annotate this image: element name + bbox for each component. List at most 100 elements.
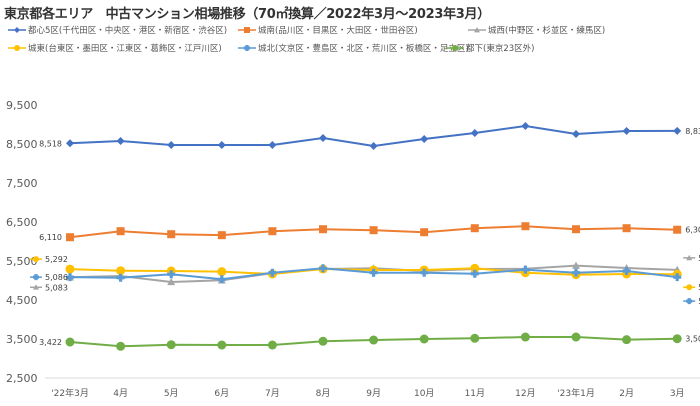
x-tick-label: '22年3月: [51, 387, 89, 399]
data-label-end: 5,161: [698, 283, 700, 292]
triangle-marker: [686, 254, 693, 261]
circle-marker: [369, 335, 379, 345]
plus-marker: [217, 275, 226, 284]
data-label-start: 6,110: [39, 233, 62, 242]
legend-swatch-icon: [238, 45, 256, 51]
data-label-end: 3,508: [685, 335, 700, 344]
legend-item: 都下(東京23区外): [446, 42, 534, 54]
plus-marker: [470, 269, 479, 278]
diamond-marker: [622, 127, 631, 136]
square-marker: [244, 27, 250, 33]
square-marker: [673, 225, 682, 234]
x-tick-label: 8月: [316, 388, 331, 399]
legend-label: 城西(中野区・杉並区・練馬区): [488, 26, 606, 36]
square-marker: [319, 225, 327, 234]
x-tick-label: 5月: [164, 388, 179, 399]
triangle-marker: [474, 27, 480, 33]
plus-marker: [244, 45, 250, 51]
diamond-marker: [572, 130, 580, 139]
circle-marker: [672, 334, 682, 344]
circle-marker: [571, 332, 581, 342]
plus-marker: [420, 268, 429, 277]
x-tick-label: 3月: [670, 388, 685, 399]
data-label-start: 5,086: [45, 273, 68, 282]
square-marker: [572, 225, 580, 234]
legend-label: 城南(品川区・目黒区・大田区・世田谷区): [258, 26, 418, 36]
circle-marker: [318, 336, 328, 346]
plus-marker: [622, 266, 631, 275]
circle-marker: [65, 337, 75, 347]
triangle-marker: [33, 284, 39, 290]
legend-item: 城西(中野区・杉並区・練馬区): [468, 24, 605, 36]
data-label-start: 8,518: [39, 139, 62, 148]
y-tick-label: 9,500: [6, 99, 38, 112]
legend-swatch-icon: [8, 45, 26, 51]
data-label-start: 5,083: [45, 283, 68, 292]
x-tick-label: 9月: [366, 388, 381, 399]
diamond-marker: [14, 27, 20, 33]
plus-marker: [686, 298, 693, 305]
legend-label: 都下(東京23区外): [466, 44, 535, 54]
triangle-marker: [572, 261, 580, 269]
x-tick-label: 10月: [414, 388, 434, 399]
y-tick-label: 8,500: [6, 138, 38, 151]
square-marker: [470, 224, 479, 233]
series-3: 5,292 5,161: [30, 255, 700, 292]
plus-marker: [369, 268, 378, 277]
legend-swatch-icon: [238, 27, 256, 33]
data-label-end: 5,087: [698, 297, 700, 306]
square-marker: [420, 228, 429, 237]
x-tick-label: 12月: [515, 388, 535, 399]
square-marker: [167, 230, 176, 239]
circle-marker: [33, 256, 39, 263]
legend-item: 城北(文京区・豊島区・北区・荒川区・板橋区・足立区): [238, 42, 469, 54]
circle-marker: [470, 263, 480, 273]
legend-item: 都心5区(千代田区・中央区・港区・新宿区・渋谷区): [8, 24, 227, 36]
y-tick-label: 3,500: [6, 333, 38, 346]
series-0: 8,518 8,836: [39, 121, 700, 150]
chart-title: 東京都各エリア 中古マンション相場推移（70㎡換算／2022年3月～2023年3…: [4, 7, 490, 22]
circle-marker: [267, 340, 277, 350]
diamond-marker: [167, 141, 176, 150]
plus-marker: [167, 270, 176, 279]
circle-marker: [520, 332, 530, 342]
series-5: 3,422 3,508: [39, 332, 700, 351]
plus-marker: [673, 273, 682, 282]
y-tick-label: 2,500: [6, 372, 38, 385]
x-tick-label: 6月: [214, 388, 229, 399]
circle-marker: [217, 340, 227, 350]
data-label-start: 5,292: [45, 255, 68, 264]
x-tick-label: 7月: [265, 388, 280, 399]
data-label-end: 8,836: [685, 127, 700, 136]
y-tick-label: 5,500: [6, 255, 38, 268]
circle-marker: [217, 267, 227, 277]
square-marker: [521, 222, 530, 231]
diamond-marker: [673, 126, 682, 135]
circle-marker: [116, 341, 126, 351]
diamond-marker: [470, 129, 479, 138]
data-label-start: 3,422: [39, 338, 62, 347]
square-marker: [116, 227, 125, 236]
circle-marker: [470, 333, 480, 343]
plus-marker: [116, 273, 125, 282]
diamond-marker: [521, 121, 530, 130]
legend-swatch-icon: [8, 27, 26, 33]
data-label-end: 5,273: [698, 254, 700, 263]
legend-swatch-icon: [468, 27, 486, 33]
y-tick-label: 6,500: [6, 216, 38, 229]
x-tick-label: 11月: [465, 388, 485, 399]
legend-item: 城南(品川区・目黒区・大田区・世田谷区): [238, 24, 418, 36]
square-marker: [217, 231, 226, 240]
y-tick-label: 7,500: [6, 177, 38, 190]
circle-marker: [65, 264, 75, 274]
series-4: 5,086 5,087: [30, 264, 700, 306]
diamond-marker: [268, 141, 277, 150]
diamond-marker: [420, 135, 429, 144]
diamond-marker: [369, 141, 378, 150]
diamond-marker: [66, 139, 74, 148]
plus-marker: [268, 268, 277, 277]
triangle-marker: [167, 277, 176, 286]
plus-marker: [66, 273, 74, 282]
x-tick-label: 2月: [619, 388, 634, 399]
